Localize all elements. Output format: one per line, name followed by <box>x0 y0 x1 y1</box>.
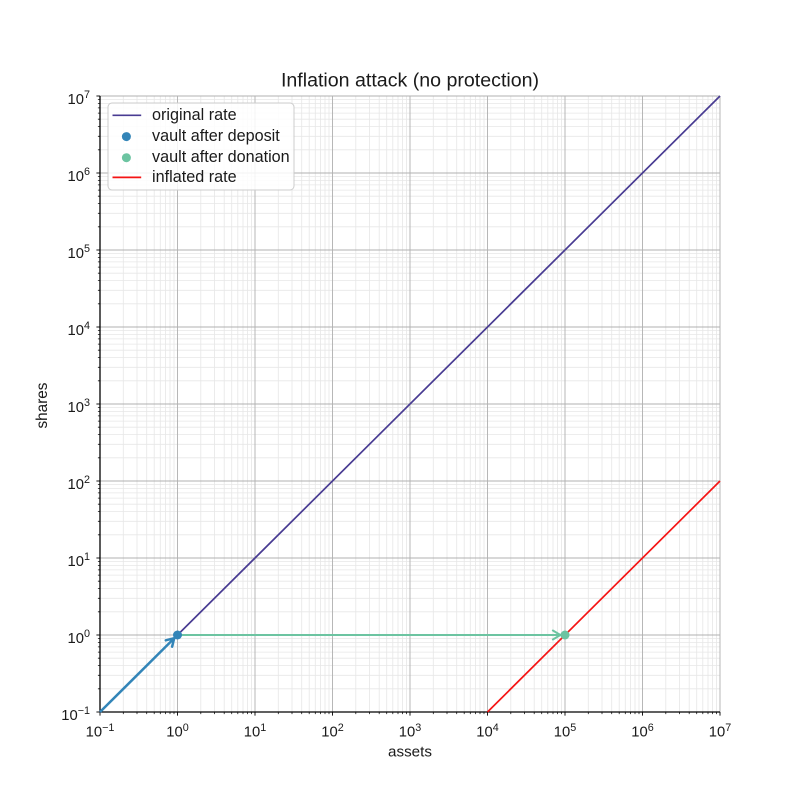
svg-text:shares: shares <box>34 382 51 428</box>
svg-text:original rate: original rate <box>152 106 237 124</box>
svg-text:assets: assets <box>388 744 432 761</box>
svg-text:inflated rate: inflated rate <box>152 168 237 186</box>
svg-text:vault after deposit: vault after deposit <box>152 127 280 145</box>
svg-text:vault after donation: vault after donation <box>152 148 290 166</box>
svg-text:Inflation attack (no protectio: Inflation attack (no protection) <box>281 69 539 91</box>
